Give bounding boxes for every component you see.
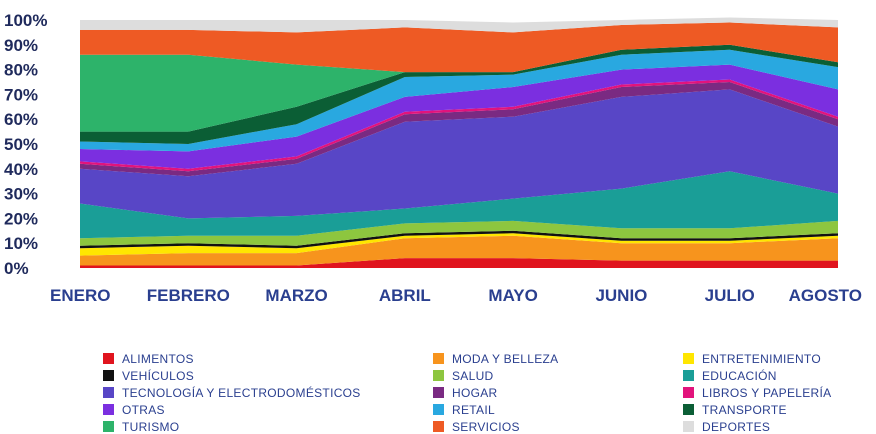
y-tick-label: 60% [4, 110, 38, 129]
area-transporte [80, 44, 838, 144]
legend-item-deportes: DEPORTES [683, 420, 770, 434]
legend-swatch [683, 353, 694, 364]
y-tick-label: 40% [4, 160, 38, 179]
legend-swatch [683, 387, 694, 398]
area-deportes [80, 17, 838, 33]
legend-label: TRANSPORTE [702, 403, 787, 417]
legend-item-servicios: SERVICIOS [433, 420, 520, 434]
legend: ALIMENTOS MODA Y BELLEZA ENTRETENIMIENTO VE… [103, 352, 831, 434]
y-tick-label: 20% [4, 209, 38, 228]
area-turismo [80, 44, 838, 132]
area-tecnologia-y-electrodomesticos [80, 89, 838, 219]
y-tick-label: 80% [4, 61, 38, 80]
x-tick-label: FEBRERO [147, 286, 230, 305]
legend-label: VEHÍCULOS [122, 368, 194, 383]
legend-item-vehiculos: VEHÍCULOS [103, 368, 194, 383]
legend-label: MODA Y BELLEZA [452, 352, 558, 366]
area-series-group [80, 17, 838, 268]
legend-item-entretenimiento: ENTRETENIMIENTO [683, 352, 821, 366]
y-tick-label: 100% [4, 11, 47, 30]
y-tick-label: 70% [4, 85, 38, 104]
area-educacion [80, 171, 838, 239]
legend-swatch [103, 353, 114, 364]
y-tick-label: 90% [4, 36, 38, 55]
legend-swatch [433, 370, 444, 381]
legend-item-turismo: TURISMO [103, 420, 179, 434]
legend-label: SALUD [452, 369, 494, 383]
area-otras [80, 64, 838, 169]
legend-swatch [683, 404, 694, 415]
legend-item-hogar: HOGAR [433, 386, 498, 400]
legend-label: HOGAR [452, 386, 498, 400]
y-tick-label: 10% [4, 234, 38, 253]
legend-label: EDUCACIÓN [702, 368, 777, 383]
y-tick-label: 30% [4, 185, 38, 204]
legend-item-tecnologia-y-electrodomesticos: TECNOLOGÍA Y ELECTRODOMÉSTICOS [103, 385, 361, 400]
legend-swatch [683, 421, 694, 432]
x-tick-label: AGOSTO [789, 286, 862, 305]
legend-label: LIBROS Y PAPELERÍA [702, 385, 831, 400]
legend-item-libros-y-papeleria: LIBROS Y PAPELERÍA [683, 385, 831, 400]
legend-swatch [103, 370, 114, 381]
area-vehiculos [80, 230, 838, 249]
legend-item-transporte: TRANSPORTE [683, 403, 787, 417]
legend-item-otras: OTRAS [103, 403, 165, 417]
area-alimentos [80, 258, 838, 268]
legend-swatch [683, 370, 694, 381]
x-tick-label: MARZO [265, 286, 327, 305]
legend-swatch [433, 404, 444, 415]
x-tick-label: JUNIO [595, 286, 647, 305]
y-tick-label: 0% [4, 259, 29, 278]
area-retail [80, 49, 838, 152]
x-tick-label: MAYO [488, 286, 537, 305]
legend-swatch [103, 404, 114, 415]
x-tick-label: ENERO [50, 286, 110, 305]
legend-item-salud: SALUD [433, 369, 494, 383]
y-tick-label: 50% [4, 135, 38, 154]
legend-swatch [433, 353, 444, 364]
area-salud [80, 220, 838, 246]
legend-swatch [103, 387, 114, 398]
legend-item-educacion: EDUCACIÓN [683, 368, 777, 383]
legend-label: RETAIL [452, 403, 495, 417]
x-axis: ENERO FEBRERO MARZO ABRIL MAYO JUNIO JULIO AGOS… [50, 286, 862, 305]
area-moda-y-belleza [80, 235, 838, 266]
x-tick-label: JULIO [705, 286, 755, 305]
legend-label: ENTRETENIMIENTO [702, 352, 821, 366]
legend-item-moda-y-belleza: MODA Y BELLEZA [433, 352, 558, 366]
legend-label: OTRAS [122, 403, 165, 417]
area-servicios [80, 22, 838, 73]
legend-swatch [433, 421, 444, 432]
legend-item-retail: RETAIL [433, 403, 495, 417]
y-axis: 0% 10% 20% 30% 40% 50% 60% 70% 80% 90% 100% [4, 11, 47, 278]
legend-label: TURISMO [122, 420, 179, 434]
legend-item-alimentos: ALIMENTOS [103, 352, 194, 366]
legend-swatch [433, 387, 444, 398]
legend-swatch [103, 421, 114, 432]
legend-label: ALIMENTOS [122, 352, 194, 366]
legend-label: DEPORTES [702, 420, 770, 434]
x-tick-label: ABRIL [379, 286, 431, 305]
area-entretenimiento [80, 233, 838, 256]
legend-label: TECNOLOGÍA Y ELECTRODOMÉSTICOS [122, 385, 361, 400]
legend-label: SERVICIOS [452, 420, 520, 434]
